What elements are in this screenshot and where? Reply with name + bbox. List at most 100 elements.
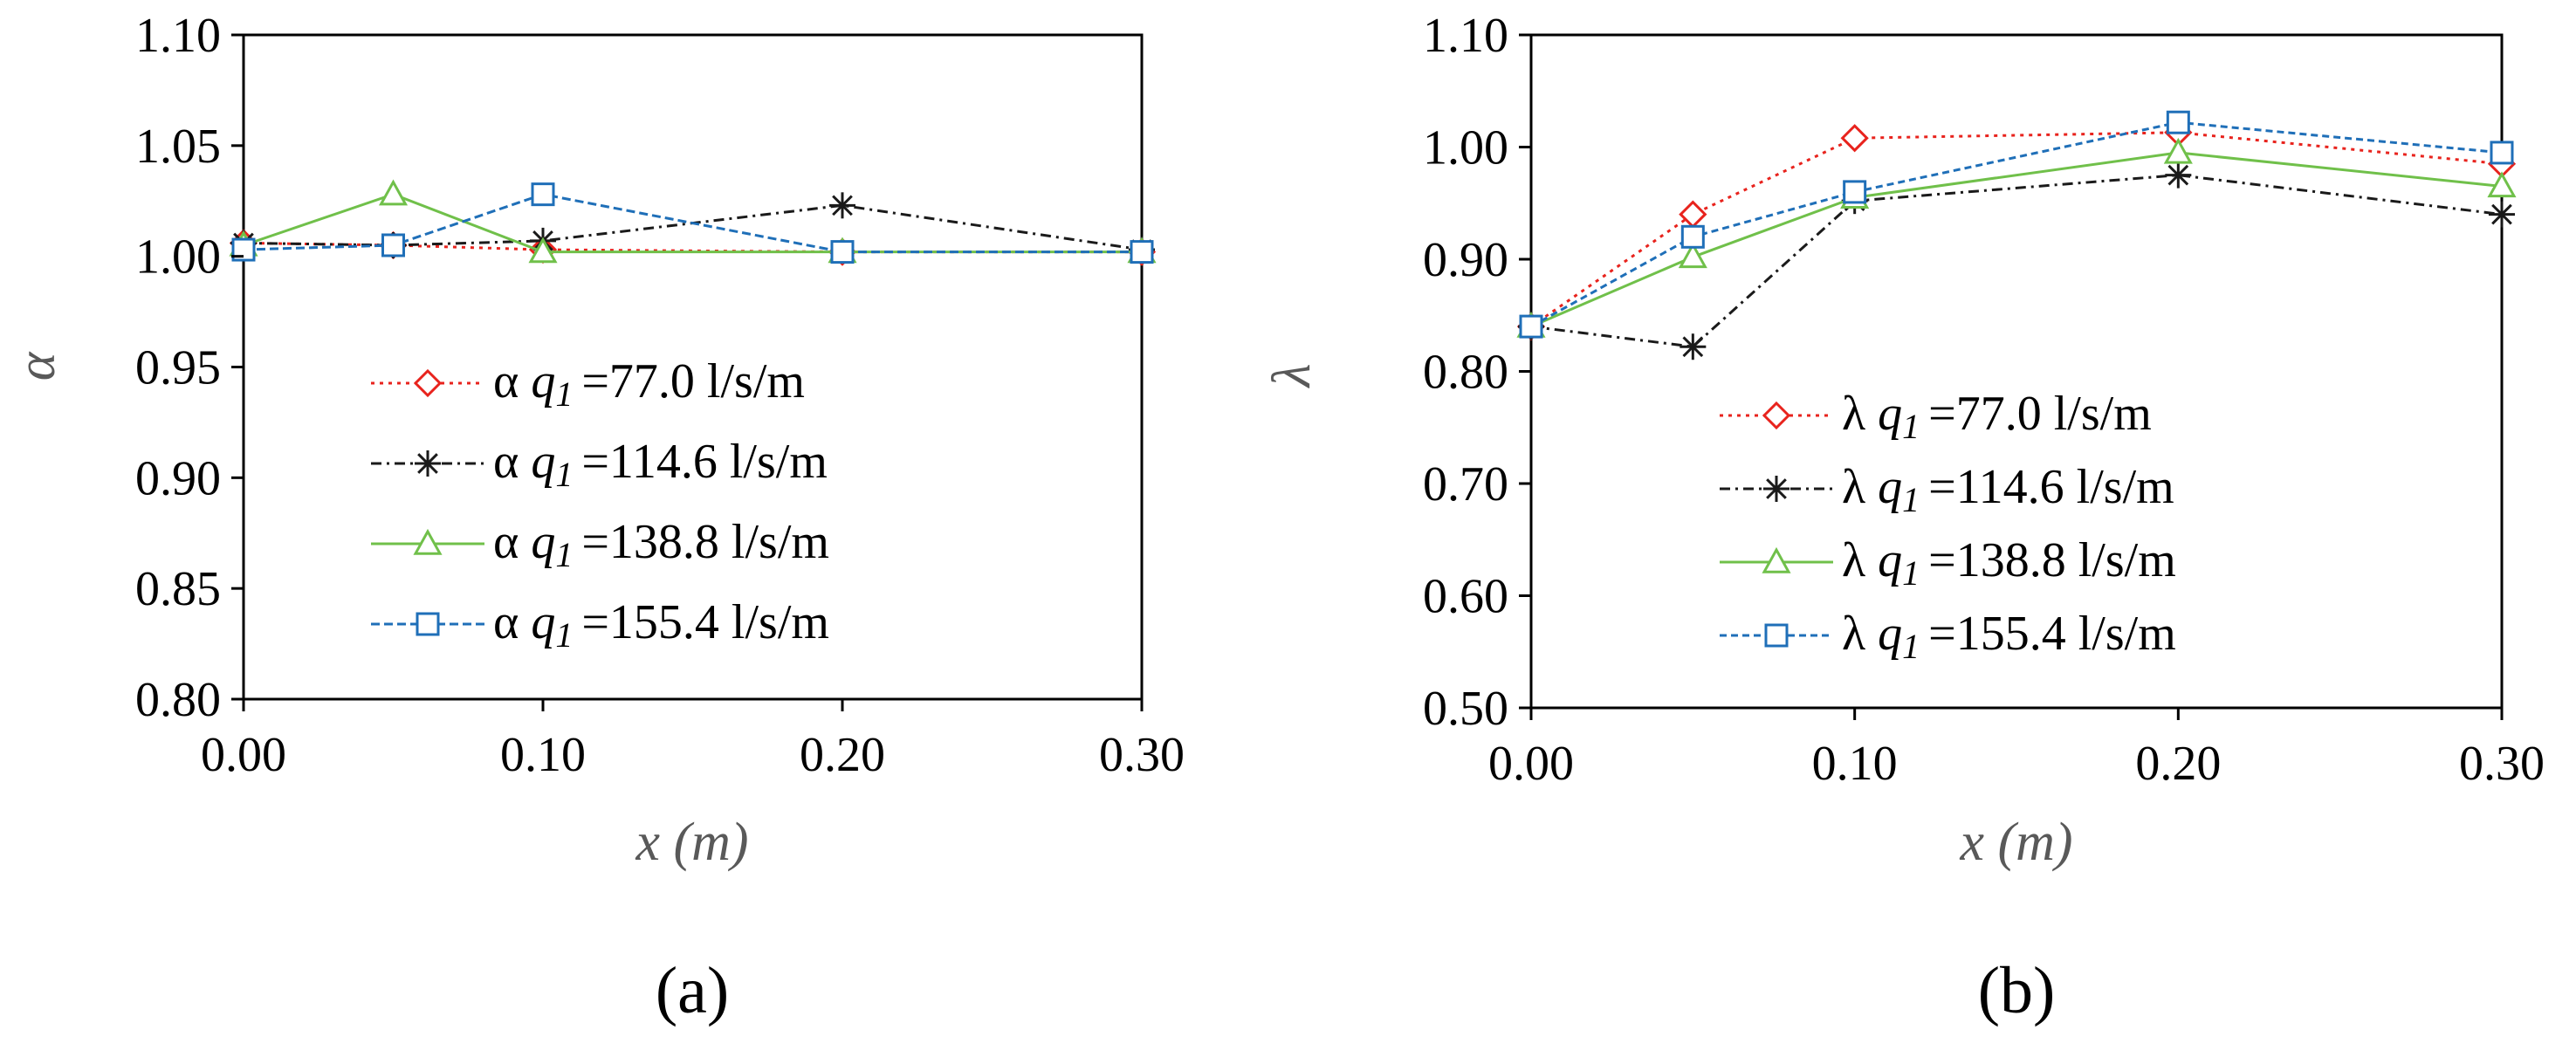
data-point [830, 240, 855, 264]
series-layer-b [1516, 110, 2517, 360]
legend-label: λ q1 =138.8 l/s/m [1842, 533, 2176, 593]
legend-entry-4: α q1 =155.4 l/s/m [371, 595, 829, 655]
data-point [2490, 141, 2514, 165]
legend-marker [1762, 401, 1791, 430]
data-point [2489, 201, 2515, 228]
legend-q: q [1878, 460, 1902, 514]
x-tick-label: 0.20 [2135, 737, 2221, 791]
data-point [528, 237, 558, 264]
y-tick-label: 0.85 [135, 562, 221, 616]
legend-value: =155.4 l/s/m [581, 595, 829, 649]
legend-entry-2: λ q1 =114.6 l/s/m [1720, 460, 2174, 519]
legend-q: q [1878, 387, 1902, 441]
y-tick-label: 1.00 [135, 230, 221, 285]
x-tick-label: 0.10 [1812, 737, 1898, 791]
legend-marker [1762, 546, 1791, 573]
legend-label: λ q1 =155.4 l/s/m [1842, 607, 2176, 666]
legend-q: q [531, 435, 555, 489]
legend-entry-3: α q1 =138.8 l/s/m [371, 515, 829, 574]
y-tick-label: 1.05 [135, 120, 221, 174]
legend-subscript: 1 [555, 615, 573, 655]
legend-symbol: λ [1842, 533, 1878, 587]
data-point [1680, 333, 1707, 360]
series-3 [1516, 137, 2517, 338]
legend-subscript: 1 [555, 535, 573, 574]
y-tick-label: 1.10 [1423, 9, 1508, 63]
series-4 [1519, 110, 2514, 339]
legend-q: q [531, 515, 555, 569]
legend-entry-4: λ q1 =155.4 l/s/m [1720, 607, 2176, 666]
legend-marker [1764, 623, 1789, 648]
legend-q: q [531, 354, 555, 408]
x-tick-label: 0.00 [1488, 737, 1574, 791]
x-tick-label: 0.00 [201, 728, 286, 782]
legend-label: α q1 =138.8 l/s/m [493, 515, 829, 574]
y-tick-label: 1.00 [1423, 121, 1508, 175]
legend-value: =155.4 l/s/m [1928, 607, 2176, 661]
legend-q: q [531, 595, 555, 649]
y-axis-label-b: λ [1262, 364, 1322, 389]
legend-label: α q1 =155.4 l/s/m [493, 595, 829, 655]
legend-value: =138.8 l/s/m [581, 515, 829, 569]
legend-entry-1: λ q1 =77.0 l/s/m [1720, 387, 2152, 446]
x-axis-label-a: x (m) [635, 813, 748, 872]
y-axis-label-a: α [7, 351, 66, 381]
legend-marker [413, 528, 443, 555]
data-point [531, 182, 555, 207]
legend-symbol: λ [1842, 607, 1878, 661]
data-point [378, 179, 409, 206]
legend-label: λ q1 =114.6 l/s/m [1842, 460, 2174, 519]
y-tick-label: 0.60 [1423, 570, 1508, 624]
legend-symbol: α [493, 595, 531, 649]
series-4 [231, 182, 1154, 264]
data-point [1130, 240, 1154, 264]
data-point [2487, 171, 2517, 198]
y-tick-label: 0.80 [135, 673, 221, 727]
data-point [2163, 137, 2193, 164]
y-tick-label: 0.80 [1423, 346, 1508, 400]
legend-q: q [1878, 607, 1902, 661]
data-point [1843, 180, 1867, 204]
series-2 [1518, 161, 2515, 360]
y-tick-label: 0.50 [1423, 682, 1508, 736]
legend-entry-1: α q1 =77.0 l/s/m [371, 354, 805, 414]
legend-value: =114.6 l/s/m [581, 435, 828, 489]
legend-label: α q1 =77.0 l/s/m [493, 354, 805, 414]
legend-entry-3: λ q1 =138.8 l/s/m [1720, 533, 2176, 593]
legend-symbol: λ [1842, 460, 1878, 514]
x-tick-label: 0.10 [500, 728, 586, 782]
legend-marker [413, 368, 443, 398]
legend-marker [1763, 476, 1789, 502]
legend-value: =77.0 l/s/m [581, 354, 805, 408]
x-tick-label: 0.30 [2459, 737, 2545, 791]
data-point [2165, 161, 2192, 189]
series-line [1530, 131, 2503, 328]
legend-symbol: λ [1842, 387, 1878, 441]
panel-label-a: (a) [656, 954, 729, 1027]
chart-panel-b: 0.50 0.60 0.70 0.80 0.90 1.00 1.10 0.00 0.10 0.20… [1262, 9, 2545, 1027]
legend-subscript: 1 [1902, 407, 1920, 446]
data-point [1840, 124, 1869, 153]
legend-subscript: 1 [1902, 480, 1920, 519]
legend-symbol: α [493, 435, 531, 489]
legend-entry-2: α q1 =114.6 l/s/m [371, 435, 828, 494]
y-tick-label: 0.90 [135, 451, 221, 505]
tick-layer-b: 0.50 0.60 0.70 0.80 0.90 1.00 1.10 0.00 0.10 0.20… [1423, 9, 2545, 791]
data-point [1678, 242, 1707, 269]
data-point [2166, 110, 2190, 134]
data-point [231, 237, 256, 262]
data-point [829, 192, 855, 219]
legend-subscript: 1 [1902, 553, 1920, 593]
series-line [243, 193, 1142, 254]
legend-subscript: 1 [555, 374, 573, 414]
series-line [1530, 174, 2503, 348]
y-tick-label: 1.10 [135, 9, 221, 63]
legend-b: λ q1 =77.0 l/s/mλ q1 =114.6 l/s/mλ q1 =138.… [1720, 387, 2176, 666]
y-tick-label: 0.90 [1423, 233, 1508, 287]
legend-label: α q1 =114.6 l/s/m [493, 435, 828, 494]
legend-value: =114.6 l/s/m [1928, 460, 2174, 514]
legend-a: α q1 =77.0 l/s/mα q1 =114.6 l/s/mα q1 =138.… [371, 354, 829, 655]
legend-label: λ q1 =77.0 l/s/m [1842, 387, 2152, 446]
series-layer-a [229, 179, 1157, 266]
